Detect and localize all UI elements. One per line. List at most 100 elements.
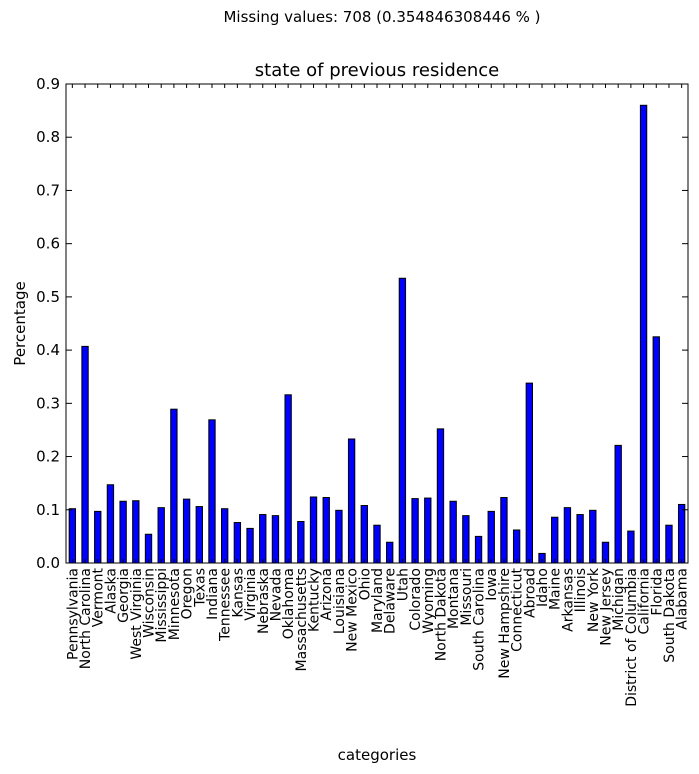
bar-24 [373, 524, 381, 564]
bar-13 [233, 522, 242, 564]
x-tick-label: Abroad [522, 568, 538, 618]
x-tick-label: California [637, 568, 653, 634]
bar-9 [182, 498, 191, 564]
bar-14 [246, 527, 254, 564]
bar-44 [627, 530, 635, 564]
bar-15 [259, 514, 267, 564]
x-tick-label: New Hampshire [497, 568, 513, 679]
x-tick-label: Arkansas [560, 568, 576, 632]
x-tick-label: Nevada [268, 568, 284, 621]
x-tick-label: Utah [395, 568, 411, 601]
chart-title: state of previous residence [255, 60, 499, 81]
bar-47 [665, 524, 673, 564]
x-tick-label: Texas [192, 568, 208, 608]
bar-34 [500, 497, 508, 564]
y-axis: 0.0 0.1 0.2 0.3 0.4 0.5 0.6 0.7 0.8 0.9 [36, 75, 688, 572]
y-tick-label: 0.7 [36, 181, 60, 199]
bar-33 [487, 510, 495, 564]
bar-26 [398, 277, 407, 564]
bar-22 [347, 438, 356, 564]
bar-27 [411, 498, 419, 564]
x-tick-label: Oklahoma [281, 568, 297, 639]
x-tick-label: New Mexico [345, 568, 361, 652]
y-tick-label: 0.5 [36, 288, 60, 306]
x-tick-label: Nebraska [256, 568, 272, 634]
y-tick-label: 0.0 [36, 554, 60, 572]
bar-10 [195, 506, 203, 564]
x-tick-label: Pennsylvania [65, 568, 81, 660]
x-tick-label: Connecticut [510, 567, 526, 651]
y-tick-label: 0.2 [36, 448, 60, 466]
bar-1 [81, 345, 89, 564]
bar-45 [639, 104, 648, 564]
bar-41 [589, 509, 597, 564]
x-tick-label: Wisconsin [142, 568, 158, 638]
y-tick-label: 0.8 [36, 128, 60, 146]
bar-46 [652, 336, 660, 564]
bar-36 [525, 382, 534, 564]
x-tick-label: Alaska [103, 568, 119, 614]
bar-39 [563, 507, 572, 564]
x-tick-label: Illinois [573, 568, 589, 612]
bar-0 [68, 508, 77, 564]
x-tick-label: New Jersey [598, 568, 614, 646]
bar-4 [119, 500, 127, 564]
x-tick-label: New York [586, 567, 602, 632]
x-tick-label: Ohio [357, 568, 373, 600]
x-tick-label: Vermont [91, 567, 107, 627]
bar-29 [436, 428, 445, 564]
bar-35 [512, 529, 521, 564]
x-tick-label: Virginia [243, 568, 259, 621]
bar-43 [614, 444, 622, 564]
bar-7 [157, 507, 165, 564]
x-tick-label: Indiana [205, 568, 221, 620]
bar-17 [284, 394, 292, 564]
x-tick-label: Massachusetts [294, 568, 310, 671]
bar-3 [106, 484, 115, 564]
y-tick-label: 0.9 [36, 75, 60, 93]
bar-16 [271, 515, 280, 564]
bar-12 [221, 508, 229, 564]
x-tick-label: Kentucky [307, 568, 323, 632]
bar-28 [424, 497, 432, 564]
x-tick-label: South Dakota [662, 568, 678, 663]
bars-group [68, 104, 686, 564]
bar-6 [144, 533, 153, 564]
x-tick-label: Georgia [116, 568, 132, 623]
x-tick-label: Michigan [611, 568, 627, 631]
x-tick-label: Maine [548, 568, 564, 610]
x-tick-label: Alabama [675, 568, 691, 630]
y-tick-label: 0.4 [36, 341, 60, 359]
x-tick-label: Missouri [459, 568, 475, 626]
y-axis-label: Percentage [11, 281, 29, 365]
x-tick-label: Florida [649, 568, 665, 616]
y-tick-label: 0.3 [36, 394, 60, 412]
x-tick-label: Kansas [230, 568, 246, 618]
bar-2 [94, 510, 102, 564]
bar-5 [132, 500, 140, 564]
x-axis-label: categories [338, 746, 417, 764]
bar-20 [322, 497, 330, 564]
bar-19 [309, 496, 318, 564]
bar-38 [551, 516, 559, 564]
x-tick-label: West Virginia [129, 568, 145, 660]
x-tick-label: Arizona [319, 568, 335, 621]
x-tick-label: Idaho [535, 568, 551, 607]
y-tick-label: 0.1 [36, 501, 60, 519]
bar-31 [462, 515, 470, 564]
bar-21 [335, 509, 343, 564]
bar-23 [360, 505, 368, 564]
x-tick-label: Montana [446, 568, 462, 629]
x-tick-label: Maryland [370, 568, 386, 633]
x-tick-label: Mississippi [154, 568, 170, 643]
plot-frame [65, 83, 689, 564]
bar-30 [449, 500, 457, 564]
bar-8 [170, 408, 178, 564]
x-tick-label: Tennessee [218, 568, 234, 642]
x-tick-label: Louisiana [332, 568, 348, 634]
x-tick-label: North Carolina [78, 568, 94, 669]
chart-suptitle: Missing values: 708 (0.354846308446 % ) [223, 8, 541, 26]
x-tick-label: Wyoming [421, 568, 437, 634]
x-tick-label: North Dakota [433, 568, 449, 661]
